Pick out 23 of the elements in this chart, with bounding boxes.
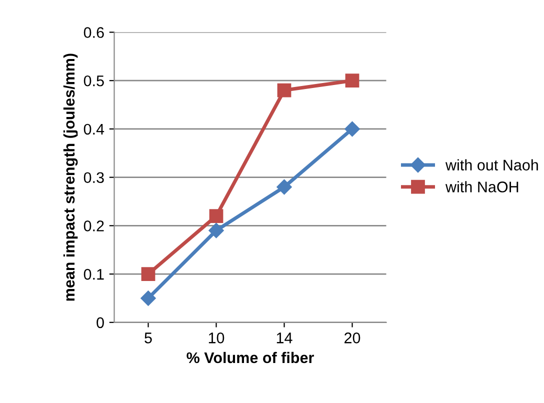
- y-tick-label: 0.5: [84, 75, 104, 86]
- point: [209, 209, 224, 223]
- y-tick-label: 0.6: [84, 27, 104, 38]
- point: [345, 74, 360, 88]
- x-tick-label: 5: [144, 332, 152, 344]
- x-tick-label: 14: [276, 332, 292, 344]
- y-tick-label: 0: [96, 317, 104, 328]
- point: [344, 121, 360, 137]
- point: [276, 179, 292, 195]
- legend-label: with NaOH: [445, 181, 518, 192]
- x-tick-label: 20: [344, 332, 360, 344]
- x-tick-label: 10: [208, 332, 224, 344]
- legend-label: with out Naoh: [445, 159, 538, 170]
- y-tick-label: 0.1: [84, 268, 104, 280]
- y-axis-title: mean impact strength (joules/mm): [63, 54, 78, 301]
- x-axis-title: % Volume of fiber: [186, 352, 314, 364]
- point: [140, 290, 156, 306]
- y-tick-label: 0.2: [84, 220, 104, 232]
- y-tick-label: 0.3: [84, 172, 104, 184]
- point: [208, 222, 224, 238]
- point: [277, 83, 292, 98]
- point: [141, 267, 156, 281]
- y-tick-label: 0.4: [84, 124, 104, 135]
